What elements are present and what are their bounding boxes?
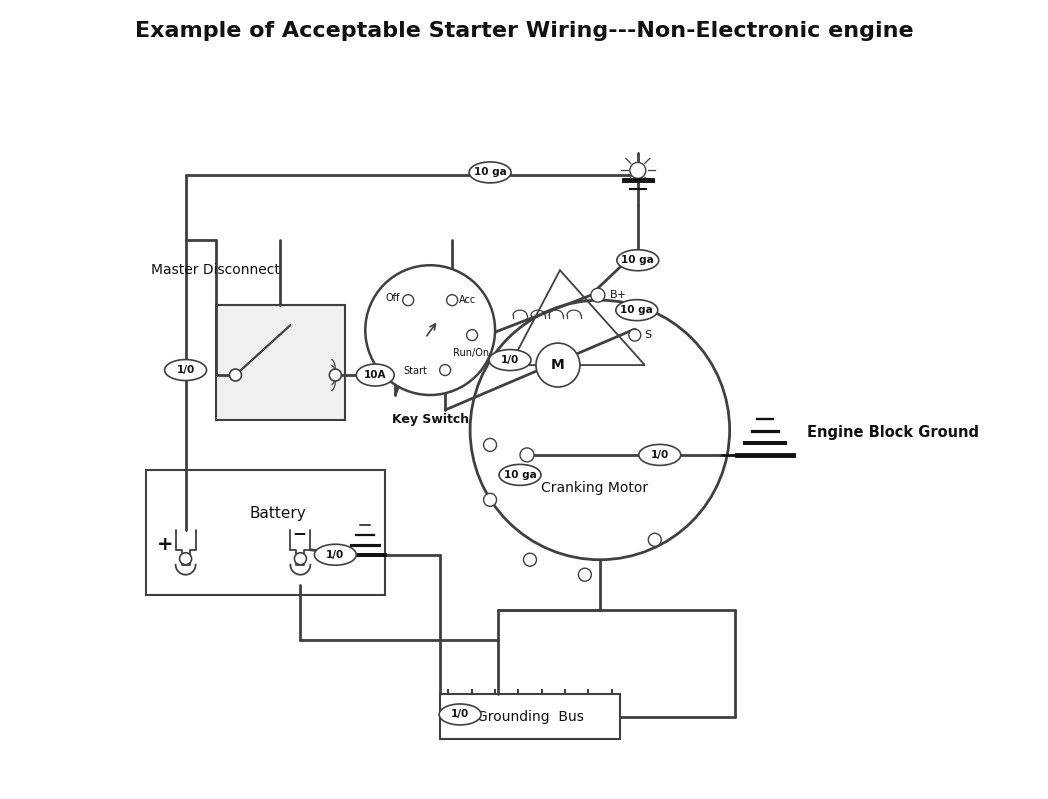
Text: Run/On: Run/On	[453, 348, 489, 358]
Circle shape	[179, 553, 192, 565]
Text: M: M	[551, 358, 565, 372]
Circle shape	[524, 553, 537, 566]
Circle shape	[629, 329, 640, 341]
Circle shape	[294, 553, 306, 565]
Circle shape	[483, 493, 497, 507]
Text: Start: Start	[403, 366, 428, 376]
Circle shape	[483, 439, 497, 451]
Bar	[216, 305, 345, 420]
Ellipse shape	[616, 300, 658, 320]
Ellipse shape	[470, 162, 511, 183]
Text: Cranking Motor: Cranking Motor	[542, 481, 649, 495]
Ellipse shape	[639, 444, 681, 465]
Text: 1/0: 1/0	[451, 710, 470, 719]
Text: 1/0: 1/0	[651, 450, 669, 460]
Circle shape	[402, 295, 414, 306]
Text: B+: B+	[610, 290, 627, 300]
Circle shape	[230, 369, 241, 381]
Text: Engine Block Ground: Engine Block Ground	[807, 425, 979, 440]
Text: Example of Acceptable Starter Wiring---Non-Electronic engine: Example of Acceptable Starter Wiring---N…	[135, 21, 913, 41]
Ellipse shape	[314, 544, 356, 565]
Circle shape	[466, 330, 478, 340]
Text: Off: Off	[386, 293, 400, 303]
Bar	[440, 694, 619, 739]
Circle shape	[520, 448, 534, 462]
Text: 10A: 10A	[364, 370, 387, 380]
Text: 10 ga: 10 ga	[621, 255, 654, 265]
Text: Master Disconnect: Master Disconnect	[151, 263, 280, 277]
Text: Grounding  Bus: Grounding Bus	[477, 710, 584, 724]
Ellipse shape	[499, 464, 541, 485]
Text: 10 ga: 10 ga	[504, 470, 537, 480]
Text: −: −	[292, 524, 306, 542]
Text: Key Switch: Key Switch	[392, 413, 468, 426]
Circle shape	[591, 288, 605, 302]
Text: 1/0: 1/0	[176, 365, 195, 375]
Circle shape	[440, 364, 451, 376]
Text: 10 ga: 10 ga	[620, 305, 653, 315]
Circle shape	[649, 533, 661, 547]
Circle shape	[536, 343, 580, 387]
Ellipse shape	[439, 704, 481, 725]
Text: 1/0: 1/0	[501, 355, 519, 365]
Text: S: S	[643, 330, 651, 340]
Ellipse shape	[165, 360, 206, 380]
Ellipse shape	[356, 364, 394, 386]
Circle shape	[446, 295, 458, 306]
Text: 1/0: 1/0	[326, 550, 345, 560]
Text: +: +	[157, 535, 174, 555]
Bar	[146, 470, 386, 594]
Text: Battery: Battery	[249, 506, 306, 521]
Text: 10 ga: 10 ga	[474, 168, 506, 177]
Circle shape	[366, 265, 495, 395]
Circle shape	[329, 369, 342, 381]
Ellipse shape	[617, 250, 659, 271]
Text: GND: GND	[515, 472, 540, 482]
Ellipse shape	[489, 350, 531, 371]
Text: Acc: Acc	[459, 295, 477, 305]
Circle shape	[578, 568, 591, 581]
Circle shape	[471, 300, 729, 560]
Circle shape	[630, 162, 646, 178]
